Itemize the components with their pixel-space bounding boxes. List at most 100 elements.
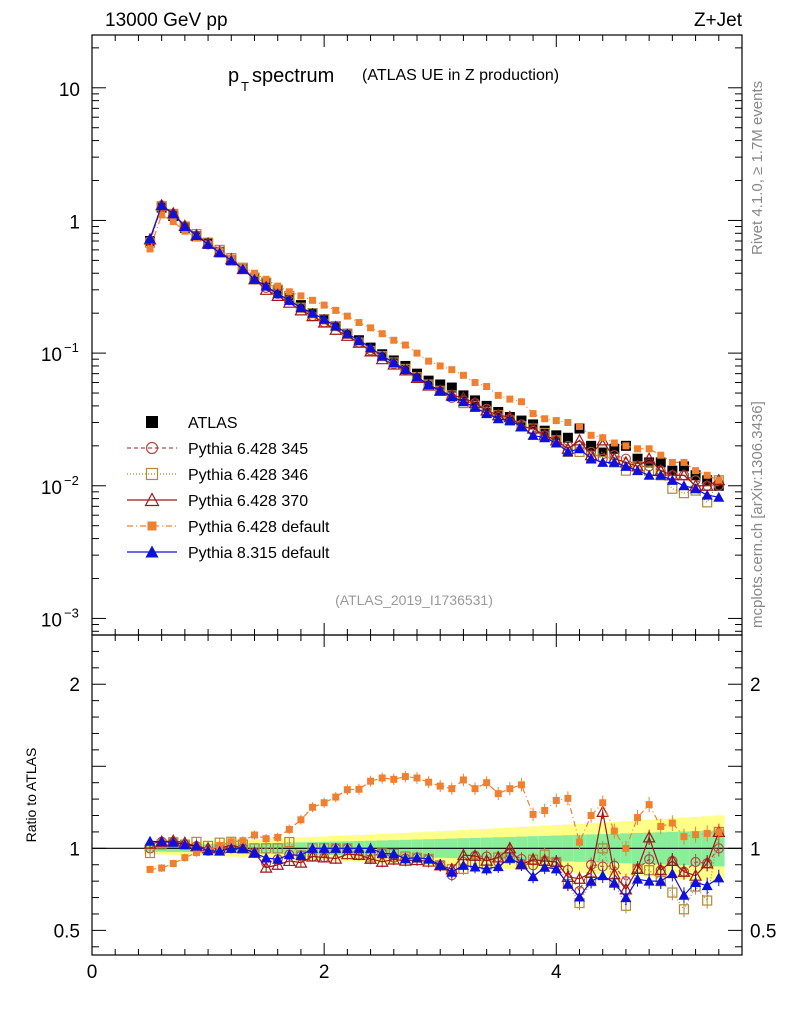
ratio-point-4	[715, 828, 723, 836]
legend-label: ATLAS	[188, 415, 238, 432]
rivet-label: Rivet 4.1.0, ≥ 1.7M events	[749, 81, 766, 255]
data-point-2	[597, 446, 608, 458]
ratio-point-5	[214, 845, 226, 856]
ratio-point-5	[713, 872, 725, 883]
data-point-4	[367, 324, 375, 332]
ratio-point-4	[181, 854, 189, 862]
ratio-panel-frame	[91, 634, 743, 956]
ratio-point-5	[597, 870, 609, 881]
ratio-point-1	[713, 843, 724, 854]
data-point-4	[610, 439, 618, 447]
ratio-point-3	[596, 805, 610, 817]
data-point-5	[434, 385, 446, 396]
plot-title-p: p	[228, 65, 239, 87]
ratio-point-5	[492, 861, 504, 872]
ratio-point-3	[677, 865, 691, 877]
ratio-point-4	[262, 835, 270, 843]
ratio-point-5	[307, 842, 319, 853]
data-point-4	[692, 467, 700, 475]
ratio-point-5	[190, 840, 202, 851]
ratio-point-4	[309, 803, 317, 811]
ratio-point-5	[411, 852, 423, 863]
ratio-point-5	[318, 842, 330, 853]
ratio-point-3	[468, 849, 482, 861]
data-point-4	[297, 292, 305, 300]
data-point-5	[225, 254, 237, 265]
data-point-4	[425, 357, 433, 365]
data-point-3	[642, 451, 656, 464]
legend-label: Pythia 6.428 346	[188, 467, 308, 484]
ratio-point-4	[587, 812, 595, 820]
data-point-5	[690, 483, 702, 494]
data-point-4	[355, 319, 363, 327]
ratio-point-5	[295, 849, 307, 860]
ratio-point-4	[169, 860, 177, 868]
data-point-5	[260, 280, 272, 291]
ratio-point-4	[285, 825, 293, 833]
plot-title-spectrum: spectrum	[252, 65, 334, 87]
ratio-point-4	[239, 837, 247, 845]
ratio-point-5	[353, 842, 365, 853]
data-point-4	[517, 398, 525, 406]
ratio-point-5	[283, 849, 295, 860]
legend-marker-0	[146, 416, 158, 428]
ratio-y-tick-label: 2	[69, 675, 80, 696]
ratio-point-5	[156, 836, 168, 847]
data-point-0	[609, 443, 620, 454]
ratio-point-5	[585, 875, 597, 886]
ratio-point-5	[678, 889, 690, 900]
ratio-point-5	[608, 877, 620, 888]
data-point-5	[504, 415, 516, 426]
data-point-4	[529, 410, 537, 418]
ratio-point-4	[471, 785, 479, 793]
ratio-point-4	[564, 794, 572, 802]
ratio-point-5	[423, 853, 435, 864]
ratio-point-4	[692, 831, 700, 839]
ratio-point-4	[552, 796, 560, 804]
data-point-0	[446, 382, 457, 393]
legend-label: Pythia 6.428 345	[188, 441, 308, 458]
ratio-y-tick-label-right: 2	[750, 675, 761, 696]
data-point-4	[599, 434, 607, 442]
data-point-4	[459, 371, 467, 379]
ratio-point-5	[202, 845, 214, 856]
data-point-0	[597, 446, 608, 457]
legend-marker-3	[144, 492, 160, 507]
ratio-y-tick-label-right: 1	[750, 839, 761, 860]
data-point-0	[678, 461, 689, 472]
ratio-y-tick-label: 1	[69, 839, 80, 860]
data-point-4	[645, 445, 653, 453]
data-point-5	[713, 491, 725, 502]
ratio-point-4	[355, 785, 363, 793]
ratio-point-4	[158, 864, 166, 872]
data-point-5	[376, 350, 388, 361]
ratio-point-4	[494, 790, 502, 798]
data-point-4	[587, 431, 595, 439]
ratio-point-5	[469, 861, 481, 872]
ratio-point-4	[367, 777, 375, 785]
ratio-point-5	[539, 861, 551, 872]
data-point-5	[585, 453, 597, 464]
ratio-point-4	[192, 849, 200, 857]
ratio-point-5	[144, 835, 156, 846]
ratio-point-5	[550, 863, 562, 874]
data-point-5	[539, 432, 551, 443]
ratio-point-2	[702, 895, 713, 906]
ratio-point-5	[574, 891, 585, 902]
header-energy: 13000 GeV pp	[105, 10, 228, 31]
ratio-point-3	[526, 852, 540, 865]
data-point-5	[341, 328, 353, 339]
data-point-0	[562, 432, 573, 443]
analysis-id: (ATLAS_2019_I1736531)	[335, 592, 493, 608]
data-point-4	[680, 458, 688, 466]
ratio-point-4	[610, 827, 618, 835]
data-point-4	[576, 422, 583, 430]
data-point-0	[655, 457, 666, 468]
data-point-4	[436, 362, 444, 370]
ratio-point-3	[329, 851, 343, 864]
plot-title-note: (ATLAS UE in Z production)	[362, 67, 559, 84]
ratio-point-2	[272, 843, 283, 854]
ratio-point-2	[597, 843, 608, 854]
